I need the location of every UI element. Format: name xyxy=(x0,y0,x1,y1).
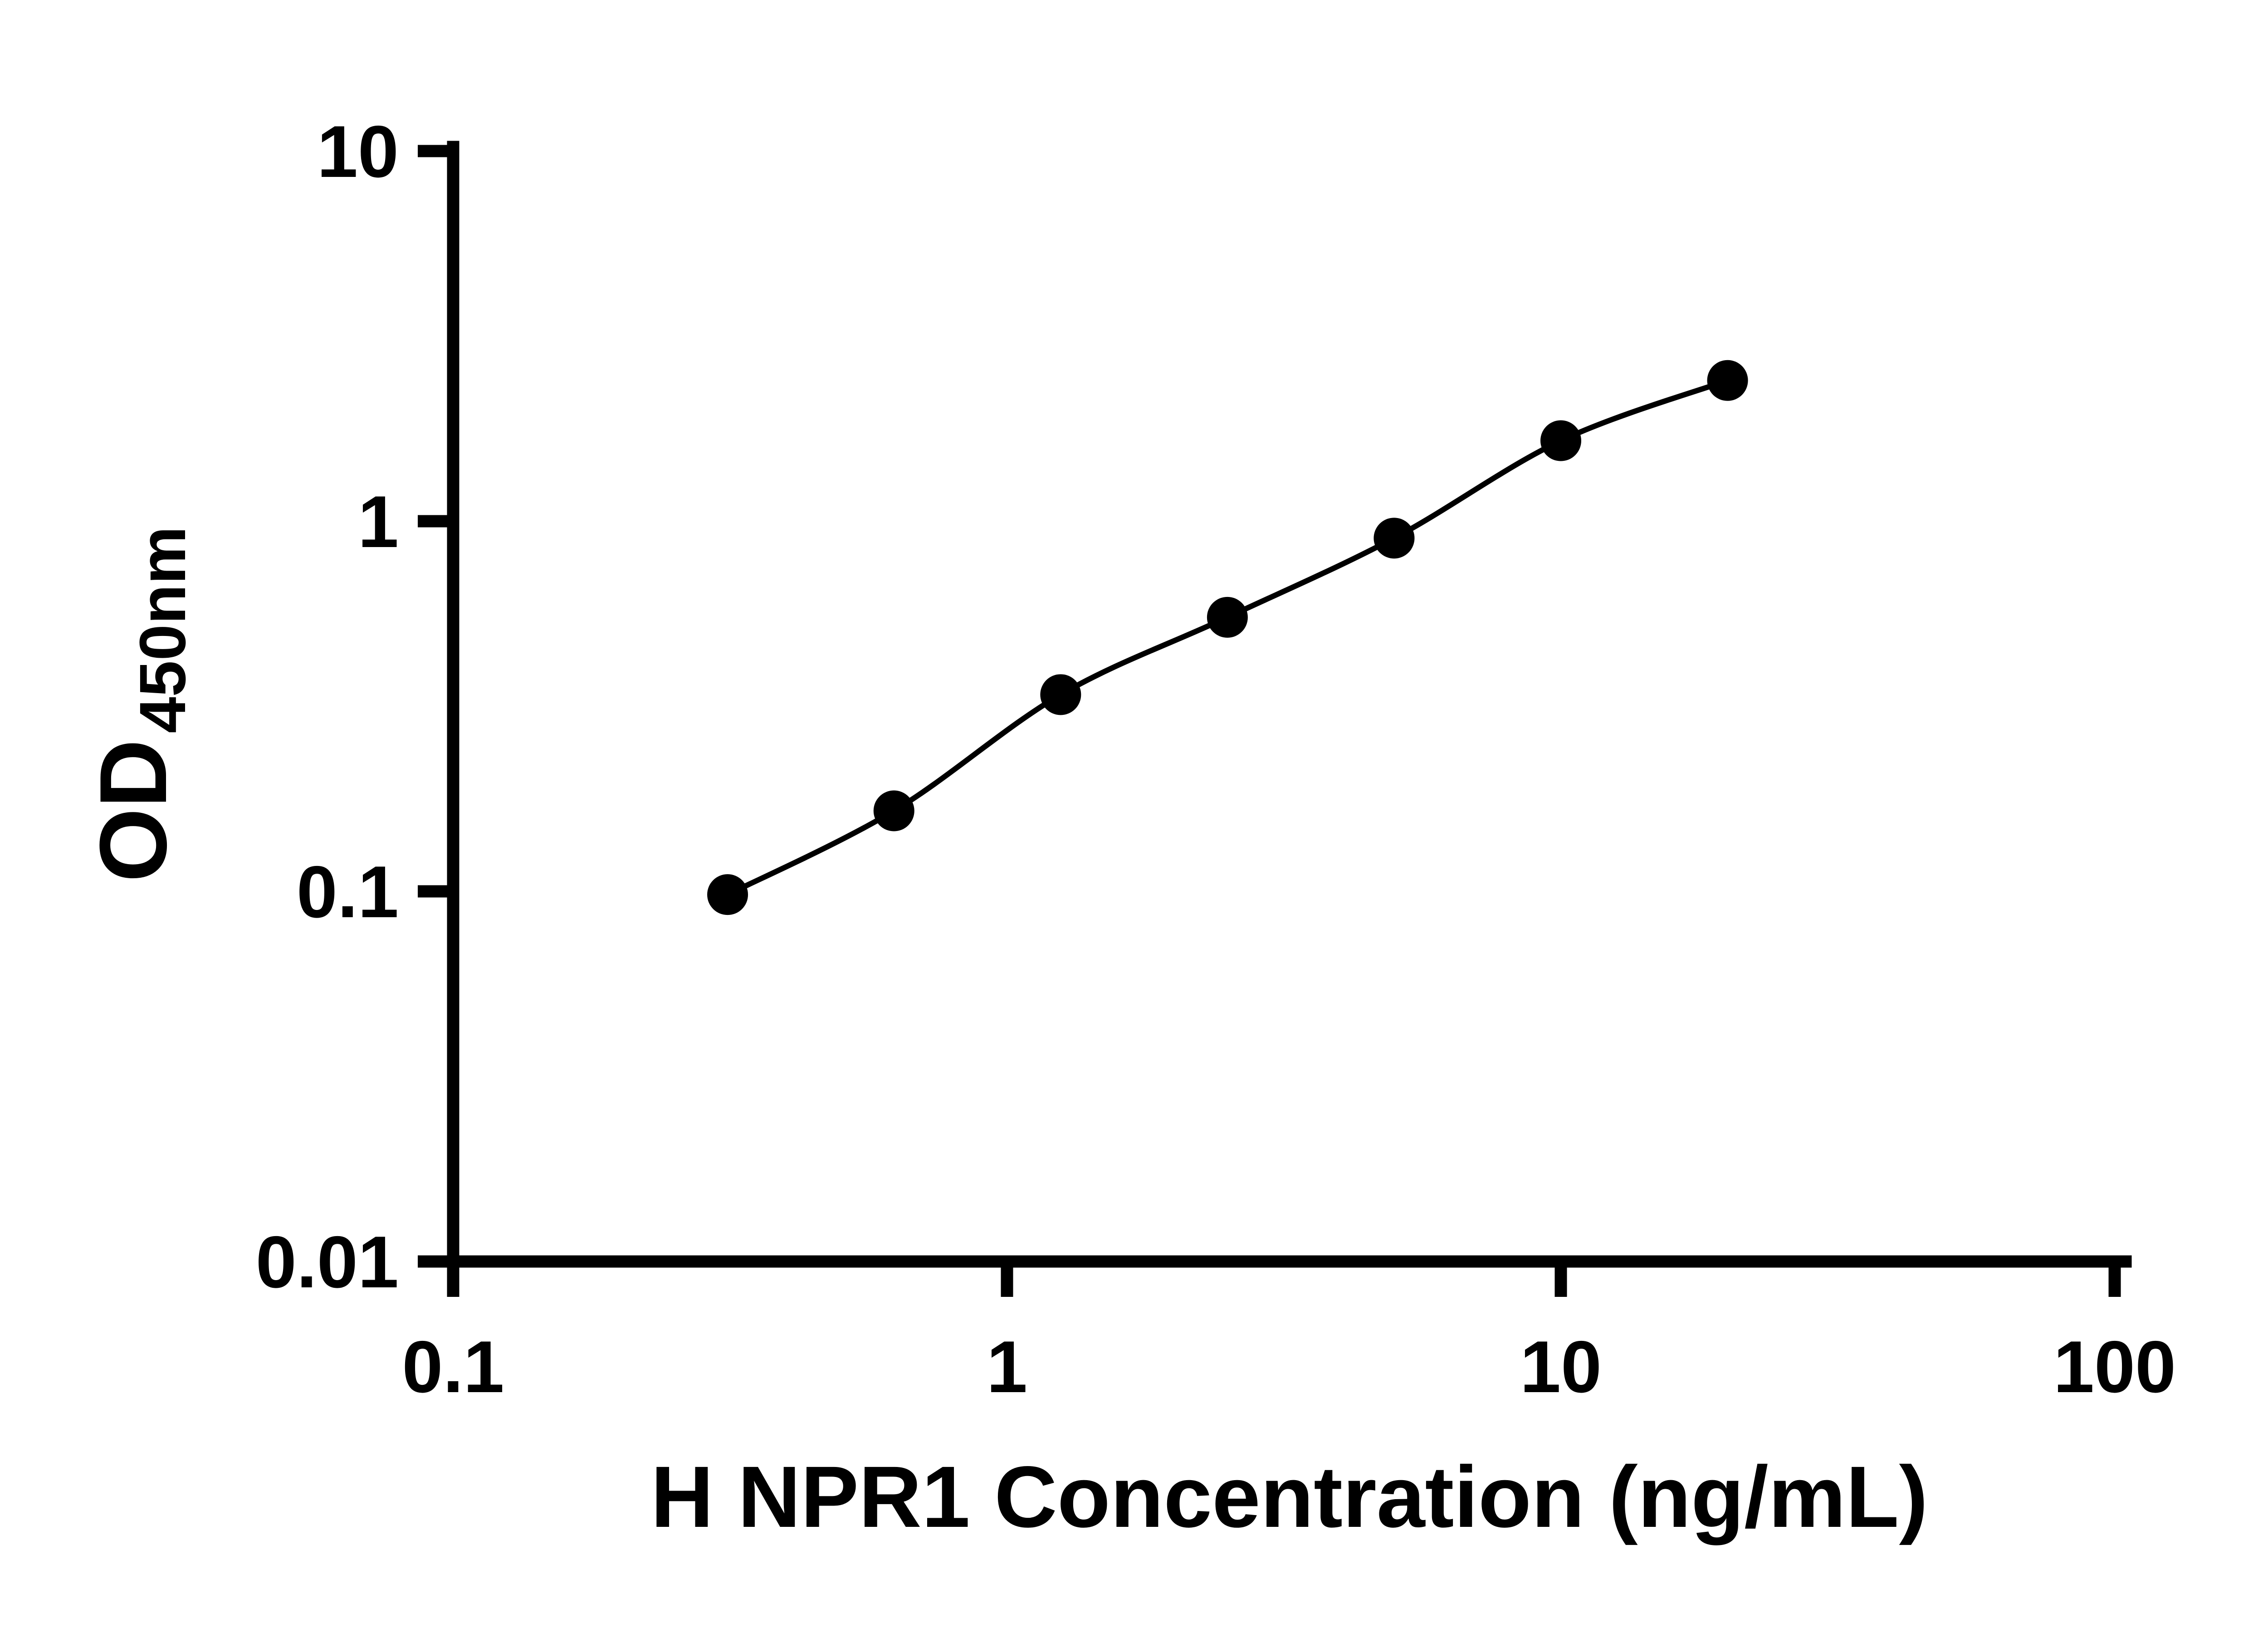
x-tick-label: 10 xyxy=(1520,1326,1602,1408)
data-point-marker xyxy=(707,874,748,915)
y-axis-ticks xyxy=(418,145,453,1268)
x-tick-label: 0.1 xyxy=(402,1326,504,1408)
data-point-marker xyxy=(1540,420,1581,461)
axis-lines xyxy=(447,141,2132,1268)
y-axis-title: OD 450nm xyxy=(80,526,199,882)
y-tick-label: 1 xyxy=(358,481,399,563)
data-point-marker xyxy=(1374,518,1415,559)
x-tick-label: 1 xyxy=(987,1326,1027,1408)
data-point-marker xyxy=(1207,596,1248,638)
data-point-marker xyxy=(1707,360,1748,401)
data-point-marker xyxy=(1040,674,1081,715)
y-tick-label: 10 xyxy=(317,111,399,193)
x-axis-ticks xyxy=(447,1261,2121,1297)
y-tick-label: 0.1 xyxy=(297,851,399,933)
x-tick-label: 100 xyxy=(2053,1326,2176,1408)
y-tick-label: 0.01 xyxy=(256,1221,399,1303)
y-axis-title-main: OD xyxy=(80,739,186,882)
y-axis-tick-labels: 0.01 0.1 1 10 xyxy=(256,111,399,1303)
x-axis-title: H NPR1 Concentration (ng/mL) xyxy=(651,1448,1928,1545)
y-axis-title-subscript: 450nm xyxy=(126,526,199,733)
data-point-marker xyxy=(873,790,914,831)
data-points xyxy=(707,360,1748,915)
x-axis-tick-labels: 0.1 1 10 100 xyxy=(402,1326,2176,1408)
